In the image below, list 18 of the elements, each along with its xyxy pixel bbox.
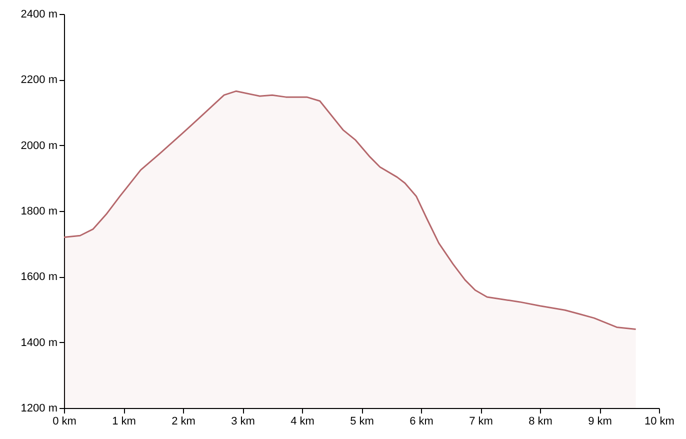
x-tick-label: 10 km <box>644 416 674 428</box>
x-tick-label: 6 km <box>410 416 434 428</box>
y-tick-label: 2200 m <box>20 74 58 86</box>
y-tick-label: 2400 m <box>20 8 58 20</box>
x-tick-label: 9 km <box>588 416 612 428</box>
y-tick-label: 1400 m <box>20 336 58 349</box>
y-tick-label: 2000 m <box>20 140 58 152</box>
x-tick-label: 2 km <box>172 416 196 428</box>
x-tick-label: 3 km <box>231 416 255 428</box>
x-tick-label: 7 km <box>469 416 493 428</box>
y-tick-label: 1600 m <box>20 271 58 284</box>
x-tick-label: 0 km <box>52 416 76 428</box>
x-tick-label: 5 km <box>350 416 374 428</box>
y-tick-label: 1200 m <box>20 402 58 414</box>
x-tick-label: 4 km <box>290 416 314 428</box>
x-tick-label: 1 km <box>112 416 136 428</box>
x-tick-label: 8 km <box>528 416 552 428</box>
y-tick-label: 1800 m <box>20 206 58 218</box>
